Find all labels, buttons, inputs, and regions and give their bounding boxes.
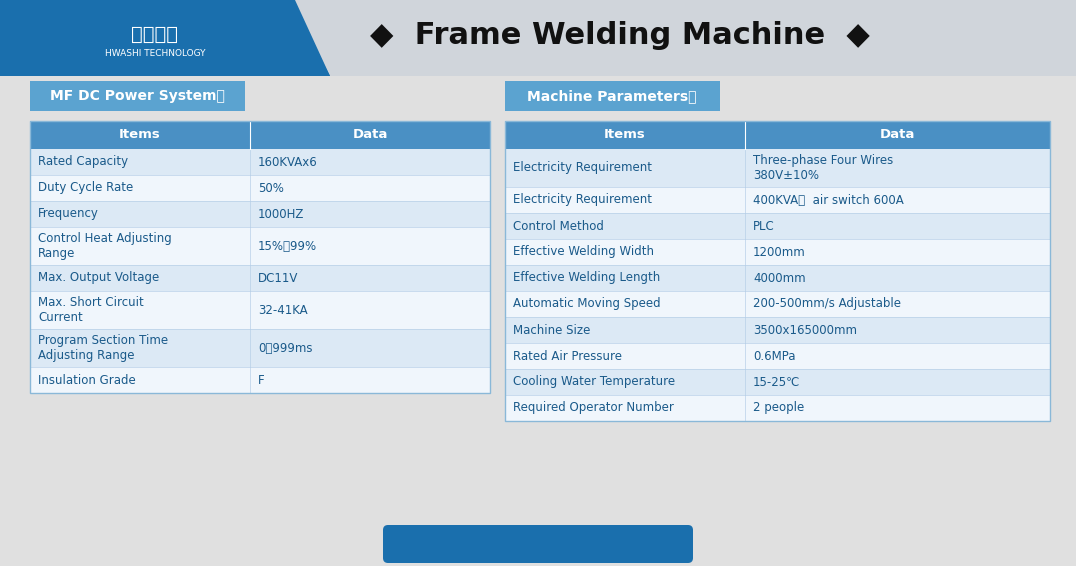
- Text: Control Method: Control Method: [513, 220, 604, 233]
- FancyBboxPatch shape: [383, 525, 693, 563]
- FancyBboxPatch shape: [30, 81, 245, 111]
- Text: Frequency: Frequency: [38, 208, 99, 221]
- Text: Items: Items: [604, 128, 646, 142]
- Text: 15-25℃: 15-25℃: [753, 375, 801, 388]
- Text: Items: Items: [119, 128, 161, 142]
- Text: Max. Output Voltage: Max. Output Voltage: [38, 272, 159, 285]
- Text: Rated Air Pressure: Rated Air Pressure: [513, 349, 622, 362]
- Text: Data: Data: [880, 128, 916, 142]
- Text: Max. Short Circuit
Current: Max. Short Circuit Current: [38, 296, 144, 324]
- FancyBboxPatch shape: [30, 265, 490, 291]
- Text: Cooling Water Temperature: Cooling Water Temperature: [513, 375, 675, 388]
- FancyBboxPatch shape: [505, 149, 1050, 187]
- Text: 400KVA，  air switch 600A: 400KVA， air switch 600A: [753, 194, 904, 207]
- Text: Effective Welding Width: Effective Welding Width: [513, 246, 654, 259]
- Text: Effective Welding Length: Effective Welding Length: [513, 272, 661, 285]
- Text: 200-500mm/s Adjustable: 200-500mm/s Adjustable: [753, 298, 901, 311]
- Text: 15%～99%: 15%～99%: [258, 239, 317, 252]
- Text: DC11V: DC11V: [258, 272, 298, 285]
- FancyBboxPatch shape: [505, 343, 1050, 369]
- Text: 2 people: 2 people: [753, 401, 804, 414]
- Text: 1000HZ: 1000HZ: [258, 208, 305, 221]
- FancyBboxPatch shape: [505, 317, 1050, 343]
- Text: 32-41KA: 32-41KA: [258, 303, 308, 316]
- Text: Required Operator Number: Required Operator Number: [513, 401, 674, 414]
- Text: 3500x165000mm: 3500x165000mm: [753, 324, 856, 337]
- Text: 4000mm: 4000mm: [753, 272, 806, 285]
- Text: 华士科技: 华士科技: [131, 24, 179, 44]
- Text: 0～999ms: 0～999ms: [258, 341, 312, 354]
- Text: 50%: 50%: [258, 182, 284, 195]
- Text: F: F: [258, 374, 265, 387]
- FancyBboxPatch shape: [30, 367, 490, 393]
- FancyBboxPatch shape: [505, 239, 1050, 265]
- Text: Duty Cycle Rate: Duty Cycle Rate: [38, 182, 133, 195]
- FancyBboxPatch shape: [505, 187, 1050, 213]
- FancyBboxPatch shape: [505, 81, 720, 111]
- Polygon shape: [0, 0, 330, 76]
- Text: HWASHI TECHNOLOGY: HWASHI TECHNOLOGY: [104, 49, 206, 58]
- Text: Machine Size: Machine Size: [513, 324, 591, 337]
- Text: Electricity Requirement: Electricity Requirement: [513, 161, 652, 174]
- FancyBboxPatch shape: [30, 291, 490, 329]
- Text: Program Section Time
Adjusting Range: Program Section Time Adjusting Range: [38, 334, 168, 362]
- Text: Electricity Requirement: Electricity Requirement: [513, 194, 652, 207]
- FancyBboxPatch shape: [505, 369, 1050, 395]
- FancyBboxPatch shape: [505, 291, 1050, 317]
- Text: MF DC Power System：: MF DC Power System：: [49, 89, 225, 103]
- Text: 160KVAx6: 160KVAx6: [258, 156, 317, 169]
- Text: Rated Capacity: Rated Capacity: [38, 156, 128, 169]
- Text: Three-phase Four Wires
380V±10%: Three-phase Four Wires 380V±10%: [753, 154, 893, 182]
- FancyBboxPatch shape: [30, 227, 490, 265]
- FancyBboxPatch shape: [0, 0, 1076, 76]
- FancyBboxPatch shape: [30, 149, 490, 175]
- Text: Machine Parameters：: Machine Parameters：: [527, 89, 697, 103]
- FancyBboxPatch shape: [30, 329, 490, 367]
- Text: PLC: PLC: [753, 220, 775, 233]
- FancyBboxPatch shape: [505, 121, 1050, 149]
- Text: ◆  Frame Welding Machine  ◆: ◆ Frame Welding Machine ◆: [370, 22, 869, 50]
- Text: Control Heat Adjusting
Range: Control Heat Adjusting Range: [38, 232, 172, 260]
- Text: Data: Data: [352, 128, 387, 142]
- Text: 0.6MPa: 0.6MPa: [753, 349, 795, 362]
- FancyBboxPatch shape: [30, 121, 490, 149]
- FancyBboxPatch shape: [30, 201, 490, 227]
- Polygon shape: [0, 0, 330, 76]
- FancyBboxPatch shape: [505, 395, 1050, 421]
- Text: Automatic Moving Speed: Automatic Moving Speed: [513, 298, 661, 311]
- Text: 1200mm: 1200mm: [753, 246, 806, 259]
- Polygon shape: [0, 0, 1076, 76]
- FancyBboxPatch shape: [505, 213, 1050, 239]
- FancyBboxPatch shape: [30, 175, 490, 201]
- Text: Insulation Grade: Insulation Grade: [38, 374, 136, 387]
- FancyBboxPatch shape: [505, 265, 1050, 291]
